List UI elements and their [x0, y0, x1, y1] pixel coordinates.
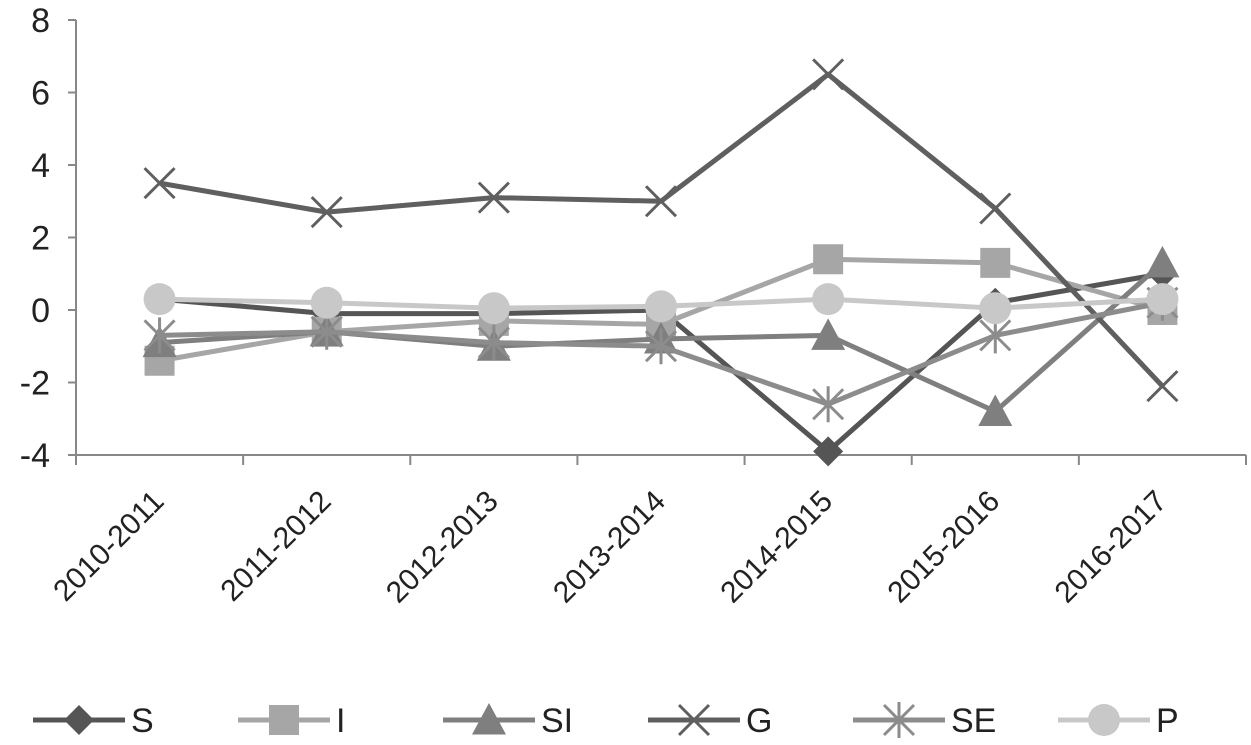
- data-point: [310, 196, 343, 229]
- legend-entry: S: [33, 702, 154, 740]
- y-tick-label: 0: [31, 292, 50, 330]
- series-se: [143, 284, 1179, 423]
- data-point: [310, 286, 343, 319]
- legend-entry: SE: [853, 702, 996, 740]
- data-point: [978, 394, 1013, 426]
- data-point: [472, 703, 506, 735]
- marker-stroke: [644, 185, 678, 218]
- data-point: [477, 181, 510, 214]
- marker-stroke: [1146, 370, 1179, 403]
- marker-stroke: [143, 167, 176, 200]
- x-tick-label: 2012-2013: [380, 485, 505, 610]
- y-tick-label: 4: [31, 147, 50, 185]
- data-point: [644, 185, 678, 218]
- legend-entry: SI: [443, 702, 573, 740]
- series-g: [143, 58, 1179, 403]
- axes: [75, 20, 1246, 456]
- data-point: [677, 703, 711, 737]
- data-point: [812, 283, 845, 316]
- data-point: [811, 318, 846, 350]
- data-point: [980, 247, 1011, 278]
- legend-label: G: [746, 702, 772, 740]
- data-point: [1146, 283, 1179, 316]
- legend-label: I: [336, 702, 345, 740]
- data-point: [1088, 704, 1120, 736]
- legend: S I SI G SE P: [33, 702, 1179, 740]
- series-layer: [142, 58, 1180, 467]
- marker-stroke: [477, 181, 510, 214]
- legend-entry: G: [648, 702, 772, 740]
- marker-stroke: [979, 192, 1012, 225]
- legend-label: P: [1156, 702, 1179, 740]
- data-point: [269, 705, 299, 735]
- data-point: [310, 313, 343, 350]
- data-point: [813, 244, 844, 275]
- data-point: [882, 702, 916, 738]
- x-tick-label: 2010-2011: [47, 485, 170, 608]
- legend-label: SE: [951, 702, 996, 740]
- data-point: [143, 317, 176, 354]
- marker-stroke: [310, 196, 343, 229]
- data-point: [477, 324, 510, 361]
- legend-entry: I: [238, 702, 345, 740]
- y-tick-label: 2: [31, 220, 50, 258]
- legend-label: S: [131, 702, 154, 740]
- series-p: [143, 283, 1179, 325]
- data-point: [1145, 245, 1180, 278]
- marker-stroke: [812, 58, 845, 91]
- data-point: [813, 436, 844, 467]
- y-tick-label: 6: [31, 75, 50, 113]
- x-axis-ticks: 2010-2011 2011-2012 2012-2013 2013-2014 2014…: [47, 455, 1247, 610]
- marker-stroke: [677, 703, 711, 737]
- x-tick-label: 2015-2016: [881, 485, 1006, 610]
- data-point: [477, 292, 510, 325]
- y-tick-label: 8: [31, 2, 50, 40]
- data-point: [979, 192, 1012, 225]
- data-point: [812, 386, 845, 423]
- y-tick-label: -2: [20, 365, 50, 403]
- legend-entry: P: [1058, 702, 1179, 740]
- x-tick-label: 2016-2017: [1049, 485, 1174, 610]
- x-tick-label: 2014-2015: [714, 485, 839, 610]
- data-point: [143, 167, 176, 200]
- legend-label: SI: [541, 702, 573, 740]
- y-tick-label: -4: [20, 437, 50, 475]
- x-tick-label: 2011-2012: [214, 485, 337, 608]
- data-point: [644, 328, 678, 365]
- data-point: [143, 283, 176, 316]
- data-point: [812, 58, 845, 91]
- data-point: [979, 292, 1012, 325]
- x-tick-label: 2013-2014: [547, 485, 672, 610]
- data-point: [645, 290, 677, 323]
- data-point: [1146, 370, 1179, 403]
- data-point: [64, 705, 94, 735]
- y-axis-ticks: -4 -2 0 2 4 6 8: [20, 2, 76, 475]
